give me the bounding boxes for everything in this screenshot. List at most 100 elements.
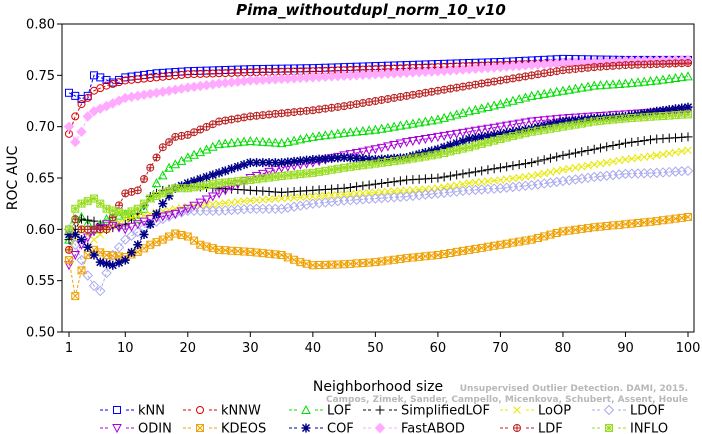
data-point-lof	[283, 136, 293, 146]
data-point-knn	[83, 91, 92, 100]
data-point-knnw	[127, 75, 136, 84]
series-ldf	[65, 59, 693, 254]
data-point-loop	[671, 148, 680, 157]
data-point-cof	[458, 136, 468, 146]
data-point-cof	[120, 255, 130, 265]
data-point-loop	[215, 199, 223, 208]
series-ldof	[63, 165, 694, 297]
data-point-simplifiedlof	[83, 215, 93, 225]
legend-marker-ldf	[513, 424, 522, 432]
data-point-simplifiedlof	[533, 156, 543, 166]
data-point-lof	[526, 90, 537, 100]
data-point-ldof	[132, 226, 143, 238]
data-point-loop	[546, 168, 555, 177]
data-point-inflo	[233, 177, 242, 186]
data-point-cof	[320, 154, 330, 164]
series-inflo	[65, 110, 692, 234]
data-point-simplifiedlof	[577, 147, 587, 157]
data-point-cof	[364, 154, 374, 164]
data-point-odin	[157, 212, 168, 222]
data-point-loop	[621, 155, 630, 164]
data-point-knnw	[152, 73, 161, 82]
data-point-cof	[333, 153, 343, 163]
data-point-inflo	[127, 207, 136, 216]
data-point-knnw	[158, 72, 167, 81]
data-point-cof	[252, 158, 262, 168]
data-point-cof	[283, 157, 293, 167]
data-point-loop	[302, 193, 311, 201]
data-point-simplifiedlof	[452, 170, 462, 180]
x-tick-label: 30	[242, 341, 259, 356]
series-kdeos	[65, 213, 692, 301]
data-point-ldof	[301, 199, 312, 210]
data-point-odin	[439, 131, 449, 141]
data-point-inflo	[302, 169, 311, 178]
y-tick-label: 0.60	[26, 223, 55, 238]
data-point-cof	[139, 229, 149, 239]
data-point-odin	[207, 192, 218, 202]
data-point-lof	[495, 99, 506, 109]
series-lof	[64, 71, 693, 244]
data-point-odin	[545, 115, 556, 125]
x-tick-label: 50	[367, 341, 384, 356]
data-point-lof	[508, 95, 518, 105]
data-point-cof	[683, 102, 693, 112]
data-point-inflo	[440, 148, 449, 157]
data-point-ldf	[140, 175, 149, 184]
data-point-loop	[334, 190, 342, 199]
data-point-ldof	[295, 200, 306, 211]
data-point-inflo	[502, 133, 511, 142]
data-point-loop	[496, 176, 505, 184]
data-point-inflo	[546, 124, 555, 133]
data-point-loop	[652, 151, 661, 160]
data-point-inflo	[240, 176, 249, 185]
data-point-cof	[445, 140, 455, 150]
data-point-loop	[540, 169, 549, 178]
data-point-cof	[295, 156, 305, 166]
data-point-cof	[327, 153, 337, 163]
data-point-cof	[202, 172, 212, 182]
data-point-lof	[614, 78, 625, 88]
data-point-cof	[258, 158, 268, 168]
data-point-inflo	[340, 163, 349, 172]
data-point-cof	[439, 142, 449, 152]
data-point-ldf	[133, 186, 142, 195]
legend-marker-simplifiedlof	[375, 405, 385, 415]
data-point-lof	[201, 144, 212, 154]
data-point-loop	[296, 193, 305, 202]
data-point-knnw	[83, 93, 92, 102]
data-point-simplifiedlof	[502, 162, 512, 172]
data-point-loop	[271, 195, 280, 203]
data-point-lof	[370, 124, 381, 134]
data-point-lof	[620, 78, 631, 88]
data-point-loop	[340, 190, 348, 199]
data-point-ldf	[71, 215, 80, 224]
legend-item-lof: LOF	[289, 404, 352, 419]
data-point-lof	[420, 116, 431, 126]
data-point-lof	[483, 101, 493, 111]
data-point-loop	[659, 150, 667, 159]
data-point-lof	[182, 152, 193, 162]
y-tick-label: 0.50	[26, 326, 55, 341]
data-point-knnw	[227, 68, 236, 77]
data-point-simplifiedlof	[545, 153, 555, 163]
data-point-lof	[389, 121, 399, 131]
data-point-inflo	[165, 186, 174, 195]
data-point-simplifiedlof	[627, 137, 637, 147]
data-point-inflo	[358, 161, 367, 170]
data-point-inflo	[252, 175, 261, 184]
data-point-loop	[227, 198, 236, 207]
data-point-inflo	[202, 181, 211, 190]
data-point-loop	[283, 194, 292, 202]
data-point-lof	[583, 81, 593, 91]
data-point-odin	[189, 201, 199, 211]
data-point-cof	[264, 158, 274, 168]
data-point-odin	[489, 123, 500, 133]
data-point-loop	[452, 181, 461, 190]
data-point-odin	[364, 146, 374, 156]
legend-marker-odin	[112, 424, 122, 434]
data-point-odin	[426, 133, 437, 144]
watermark-line-1: Unsupervised Outlier Detection. DAMI, 20…	[460, 384, 688, 394]
data-point-knnw	[177, 70, 186, 79]
data-point-inflo	[158, 189, 167, 198]
